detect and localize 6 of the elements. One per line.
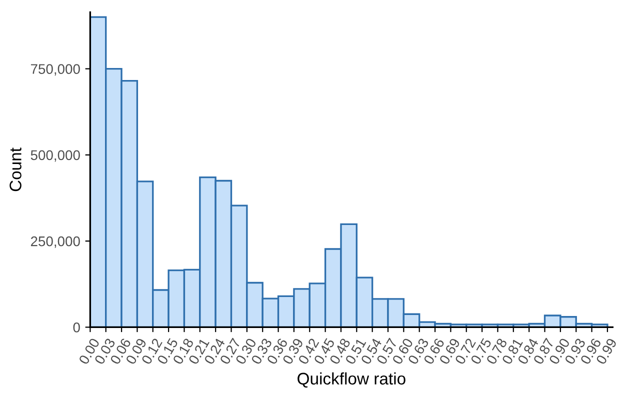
x-axis-title: Quickflow ratio xyxy=(298,372,406,388)
y-tick-label: 750,000 xyxy=(30,64,80,76)
y-axis-title: Count xyxy=(10,148,22,192)
y-tick-label: 500,000 xyxy=(30,150,80,162)
y-tick-label: 0 xyxy=(73,322,80,332)
y-tick-label: 250,000 xyxy=(30,236,80,248)
